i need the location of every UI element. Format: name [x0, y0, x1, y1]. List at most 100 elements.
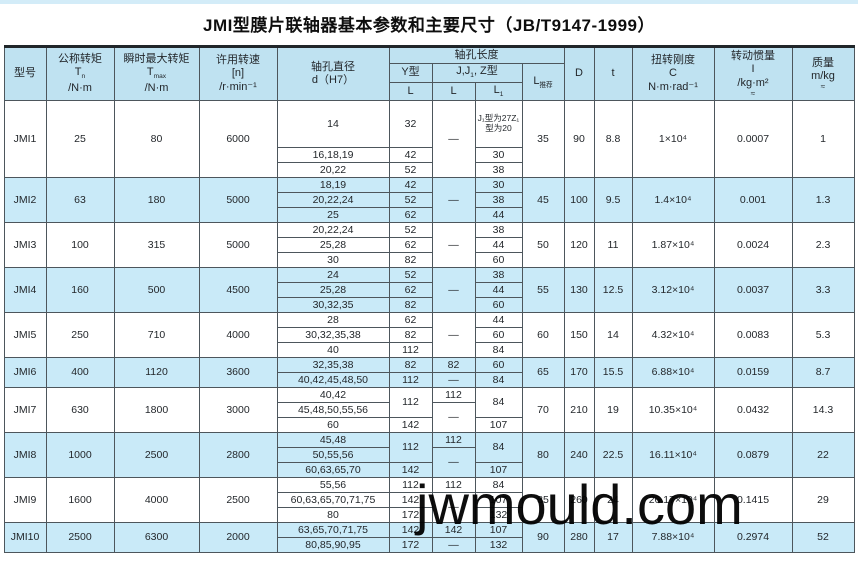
col-moment-of-inertia: 转动惯量 I /kg·m² ≈ — [713, 46, 793, 101]
bore-dia-cell: 20,22,24 — [276, 221, 390, 238]
len-jjz-cell: — — [431, 266, 476, 313]
speed-cell: 6000 — [198, 99, 278, 178]
table-row: JMI5 250 710 4000 28 62—44 60 150 14 4.32×10⁴ 0.00… — [3, 311, 855, 358]
max-torque-cell: 500 — [113, 266, 200, 313]
len-y-cell: 82 — [388, 356, 433, 373]
max-torque-cell: 1800 — [113, 386, 200, 433]
len-l1-cell: 107 — [474, 491, 523, 508]
inertia-cell: 0.001 — [713, 176, 793, 223]
model-cell: JMI4 — [3, 266, 47, 313]
bore-dia-cell: 14 — [276, 99, 390, 148]
len-y-cell: 42 — [388, 146, 433, 163]
model-cell: JMI3 — [3, 221, 47, 268]
D-cell: 240 — [563, 431, 595, 478]
nominal-torque-cell: 1600 — [45, 476, 115, 523]
len-l1-cell: 132 — [474, 536, 523, 553]
len-jjz-cell: 142 — [431, 521, 476, 538]
col-jjz-type: J,J1, Z型 — [431, 63, 523, 83]
col-allowable-speed: 许用转速 [n] /r·min⁻¹ — [198, 46, 278, 101]
len-l1-cell: 60 — [474, 296, 523, 313]
stiffness-cell: 16.11×10⁴ — [631, 431, 715, 478]
header-row-1: 型号 公称转矩 Tn /N·m 瞬时最大转矩 Tmax /N·m 许用转速 [n… — [3, 45, 855, 101]
l-recommended-cell: 55 — [521, 266, 565, 313]
len-y-cell: 52 — [388, 221, 433, 238]
col-L1: L1 — [474, 81, 523, 101]
col-max-torque: 瞬时最大转矩 Tmax /N·m — [113, 46, 200, 101]
table-row: 40 112 84 — [4, 341, 854, 358]
col-bore-diameter: 轴孔直径 d（H7） — [276, 46, 390, 101]
len-l1-cell: 60 — [474, 326, 523, 343]
len-y-cell: 142 — [388, 416, 433, 433]
t-cell: 8.8 — [593, 99, 633, 178]
max-torque-cell: 6300 — [113, 521, 200, 553]
len-y-cell: 112 — [388, 476, 433, 493]
bore-dia-cell: 28 — [276, 311, 390, 328]
table-row: 30,32,35 82 60 — [4, 296, 854, 313]
table-row: JMI3 100 315 5000 20,22,24 52—38 50 120 11 1.87×1… — [3, 221, 855, 268]
bore-dia-cell: 32,35,38 — [276, 356, 390, 373]
nominal-torque-cell: 400 — [45, 356, 115, 388]
model-cell: JMI2 — [3, 176, 47, 223]
col-torsional-stiffness: 扭转刚度 C N·m·rad⁻¹ — [631, 46, 715, 101]
nominal-torque-cell: 2500 — [45, 521, 115, 553]
table-row: 50,55,56 — — [4, 446, 854, 478]
header-row-2: Y型 J,J1, Z型 L推荐 — [4, 63, 854, 101]
table-row: 25 62 44 — [4, 206, 854, 223]
table-row: JMI4 160 500 4500 24 52—38 55 130 12.5 3.12×10⁴ 0.… — [3, 266, 855, 313]
table-row: JMI2 63 180 5000 18,19 42—30 45 100 9.5 1.4×10⁴ 0.… — [3, 176, 855, 223]
bore-dia-cell: 80 — [276, 506, 390, 523]
len-y-cell: 82 — [388, 296, 433, 313]
D-cell: 150 — [563, 311, 595, 358]
bore-dia-cell: 25 — [276, 206, 390, 223]
len-jjz-cell: — — [431, 536, 476, 553]
bore-dia-cell: 40,42 — [276, 386, 390, 403]
len-jjz-cell: — — [431, 221, 476, 268]
page-title: JMI型膜片联轴器基本参数和主要尺寸（JB/T9147-1999） — [203, 16, 655, 35]
bore-dia-cell: 30,32,35,38 — [276, 326, 390, 343]
col-L-y: L — [388, 81, 433, 101]
bore-dia-cell: 30,32,35 — [276, 296, 390, 313]
mass-cell: 8.7 — [791, 356, 855, 388]
len-y-cell: 62 — [388, 281, 433, 298]
table-row: 20,22 52 38 — [4, 161, 854, 178]
max-torque-cell: 1120 — [113, 356, 200, 388]
nominal-torque-cell: 1000 — [45, 431, 115, 478]
mass-cell: 3.3 — [791, 266, 855, 313]
len-y-cell: 62 — [388, 236, 433, 253]
t-cell: 15.5 — [593, 356, 633, 388]
bore-dia-cell: 18,19 — [276, 176, 390, 193]
len-y-cell: 142 — [388, 461, 433, 478]
table-row: 45,48,50,55,56 — — [4, 401, 854, 433]
stiffness-cell: 1×10⁴ — [631, 99, 715, 178]
inertia-cell: 0.0037 — [713, 266, 793, 313]
col-y-type: Y型 — [388, 63, 433, 83]
header-row-3: L L L1 — [4, 81, 854, 101]
table-row: 30 82 60 — [4, 251, 854, 268]
len-y-cell: 112 — [388, 431, 433, 463]
model-cell: JMI9 — [3, 476, 47, 523]
len-l1-cell: 107 — [474, 521, 523, 538]
table-row: JMI8 1000 2500 2800 45,48 112 112 84 80 240 22.5 16… — [3, 431, 855, 478]
t-cell: 19 — [593, 386, 633, 433]
len-y-cell: 62 — [388, 311, 433, 328]
inertia-cell: 0.1415 — [713, 476, 793, 523]
len-y-cell: 112 — [388, 371, 433, 388]
len-y-cell: 82 — [388, 251, 433, 268]
t-cell: 11 — [593, 221, 633, 268]
len-jjz-cell: 112 — [431, 431, 476, 448]
nominal-torque-cell: 630 — [45, 386, 115, 433]
model-cell: JMI7 — [3, 386, 47, 433]
stiffness-cell: 10.35×10⁴ — [631, 386, 715, 433]
l-recommended-cell: 90 — [521, 521, 565, 553]
t-cell: 9.5 — [593, 176, 633, 223]
inertia-cell: 0.0159 — [713, 356, 793, 388]
bore-dia-cell: 50,55,56 — [276, 446, 390, 463]
t-cell: 17 — [593, 521, 633, 553]
len-l1-cell: 84 — [474, 386, 523, 418]
bore-dia-cell: 25,28 — [276, 281, 390, 298]
t-cell: 22.5 — [593, 431, 633, 478]
mass-cell: 22 — [791, 431, 855, 478]
speed-cell: 5000 — [198, 176, 278, 223]
inertia-cell: 0.0024 — [713, 221, 793, 268]
len-l1-cell: 60 — [474, 251, 523, 268]
